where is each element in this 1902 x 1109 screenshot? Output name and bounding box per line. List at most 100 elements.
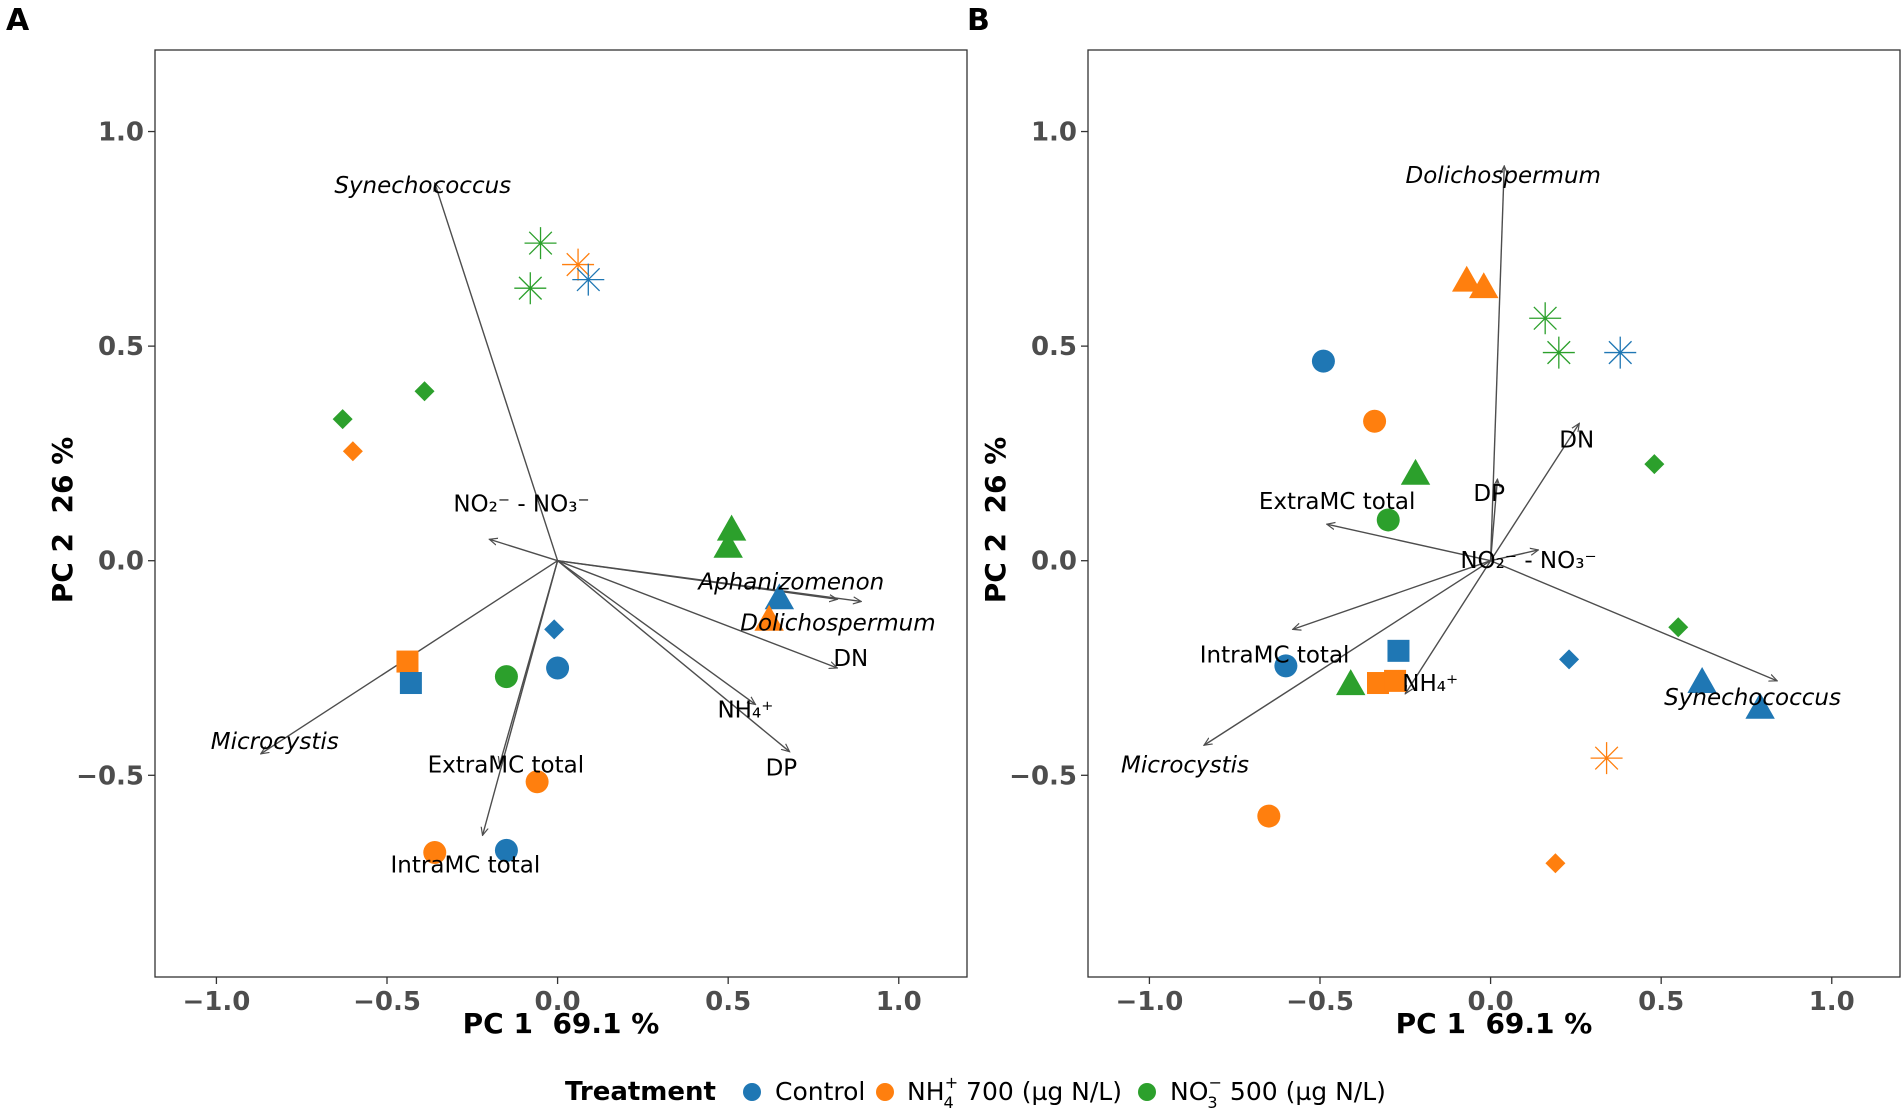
panel-a: A −1.0 −0.5 0.0 0.5 1.0 −0.5 0.0 0.5 1.0 Synecho… — [6, 3, 968, 1040]
x-tick-label: 1.0 — [1809, 987, 1855, 1017]
x-tick-label: −1.0 — [182, 987, 250, 1017]
y-tick-label: −0.5 — [1009, 761, 1077, 791]
panel-a-sample-points — [332, 227, 795, 865]
x-tick-label: 1.0 — [876, 987, 922, 1017]
loading-vector-arrow — [1293, 560, 1491, 630]
panel-b-y-axis-title: PC 2 26 % — [979, 437, 1012, 604]
legend-swatch-control — [743, 1083, 761, 1101]
loading-vector-arrow — [1405, 560, 1492, 694]
sample-point-circle — [494, 665, 518, 689]
vector-label: Dolichospermum — [1406, 163, 1601, 189]
x-tick-label: 0.0 — [1468, 987, 1514, 1017]
x-tick-label: 0.5 — [705, 987, 751, 1017]
sample-point-circle — [1376, 508, 1400, 532]
sample-point-triangle — [716, 514, 747, 541]
sample-point-diamond — [332, 409, 353, 430]
x-tick-label: 0.5 — [1638, 987, 1684, 1017]
vector-label: NH₄⁺ — [717, 697, 773, 723]
vector-label: DP — [1473, 481, 1505, 507]
loading-vector-arrow — [483, 560, 559, 836]
sample-point-triangle — [1469, 272, 1499, 299]
loading-vector-arrow — [1489, 479, 1498, 561]
sample-point-asterisk — [1542, 336, 1575, 369]
loading-vector-arrow — [1204, 560, 1491, 746]
y-tick-label: 0.5 — [98, 332, 144, 362]
sample-point-circle — [525, 770, 549, 794]
sample-point-triangle — [1451, 265, 1482, 292]
sample-point-circle — [494, 838, 518, 862]
vector-label: Dolichospermum — [740, 610, 935, 636]
sample-point-triangle — [1687, 667, 1717, 693]
vector-label: NO₂⁻ - NO₃⁻ — [453, 491, 589, 517]
loading-vector-arrow — [557, 560, 862, 602]
vector-label: IntraMC total — [391, 852, 541, 878]
y-tick-label: −0.5 — [76, 761, 144, 791]
vector-label: ExtraMC total — [1259, 489, 1416, 515]
sample-point-diamond — [1644, 454, 1665, 475]
vector-label: Microcystis — [1121, 752, 1249, 778]
panel-a-letter: A — [6, 3, 30, 38]
vector-label: DP — [766, 756, 798, 782]
legend-label-nh4: NH4+ 700 (µg N/L) — [907, 1073, 1122, 1109]
legend-label-no3: NO3− 500 (µg N/L) — [1170, 1073, 1386, 1109]
panel-b-x-axis-title: PC 1 69.1 % — [1396, 1007, 1593, 1040]
sample-point-diamond — [1668, 617, 1689, 638]
panel-b-axis-ticks: −1.0 −0.5 0.0 0.5 1.0 −0.5 0.0 0.5 1.0 — [1009, 118, 1855, 1017]
panel-b-letter: B — [967, 3, 990, 38]
panel-a-loading-vectors — [261, 183, 861, 835]
vector-label: Aphanizomenon — [696, 569, 884, 595]
legend-label-control: Control — [775, 1077, 865, 1106]
sample-point-asterisk — [562, 248, 595, 281]
vector-label: Synechococcus — [334, 173, 511, 199]
y-tick-label: 1.0 — [1031, 118, 1077, 148]
legend-swatch-nh4 — [876, 1083, 894, 1101]
panel-b: B −1.0 −0.5 0.0 0.5 1.0 −0.5 0.0 0.5 1.0 Dolicho… — [967, 3, 1901, 1040]
sample-point-asterisk — [1590, 742, 1623, 775]
sample-point-triangle — [713, 531, 743, 558]
vector-label: NH₄⁺ — [1402, 671, 1458, 697]
vector-label: IntraMC total — [1200, 642, 1350, 668]
panel-b-vector-labels: Dolichospermum DN DP ExtraMC total NO₂⁻ - NO… — [1121, 163, 1841, 778]
loading-vector-arrow — [557, 560, 838, 668]
sample-point-circle — [1311, 349, 1335, 373]
x-tick-label: −0.5 — [353, 987, 421, 1017]
sample-point-square — [1384, 669, 1407, 692]
loading-vector-arrow — [1327, 524, 1491, 562]
vector-label: Microcystis — [211, 729, 339, 755]
sample-point-diamond — [342, 441, 363, 462]
loading-vector-arrow — [1489, 166, 1505, 561]
sample-point-asterisk — [1604, 336, 1637, 369]
sample-point-triangle — [754, 604, 784, 631]
vector-label: DN — [1559, 427, 1594, 453]
sample-point-circle — [546, 656, 570, 680]
treatment-legend: Treatment Control NH4+ 700 (µg N/L) NO3−… — [565, 1073, 1386, 1109]
sample-point-asterisk — [524, 227, 557, 260]
panel-a-axis-ticks: −1.0 −0.5 0.0 0.5 1.0 −0.5 0.0 0.5 1.0 — [76, 118, 922, 1017]
loading-vector-arrow — [489, 539, 558, 562]
loading-vector-arrow — [1490, 550, 1539, 562]
vector-label: ExtraMC total — [428, 753, 585, 779]
panel-b-loading-vectors — [1204, 166, 1777, 745]
loading-vector-arrow — [557, 560, 756, 705]
y-tick-label: 0.5 — [1031, 332, 1077, 362]
sample-point-diamond — [1559, 649, 1580, 670]
legend-title: Treatment — [565, 1077, 716, 1107]
sample-point-diamond — [1545, 853, 1566, 874]
sample-point-square — [1367, 672, 1389, 695]
vector-label: DN — [833, 646, 868, 672]
loading-vector-arrow — [1490, 560, 1778, 681]
y-tick-label: 0.0 — [98, 547, 144, 577]
sample-point-square — [1387, 639, 1410, 662]
x-tick-label: 0.0 — [535, 987, 581, 1017]
y-tick-label: 0.0 — [1031, 547, 1077, 577]
sample-point-circle — [423, 841, 447, 865]
panel-a-plot-frame — [154, 49, 968, 978]
panel-a-vector-labels: Synechococcus NO₂⁻ - NO₃⁻ Aphanizomenon Dol… — [211, 173, 936, 878]
vector-label: NO₂⁻ - NO₃⁻ — [1460, 548, 1596, 574]
panel-a-x-axis-title: PC 1 69.1 % — [463, 1007, 660, 1040]
sample-point-diamond — [544, 619, 565, 640]
sample-point-asterisk — [572, 263, 605, 296]
sample-point-triangle — [1400, 458, 1431, 485]
sample-point-triangle — [764, 583, 795, 610]
